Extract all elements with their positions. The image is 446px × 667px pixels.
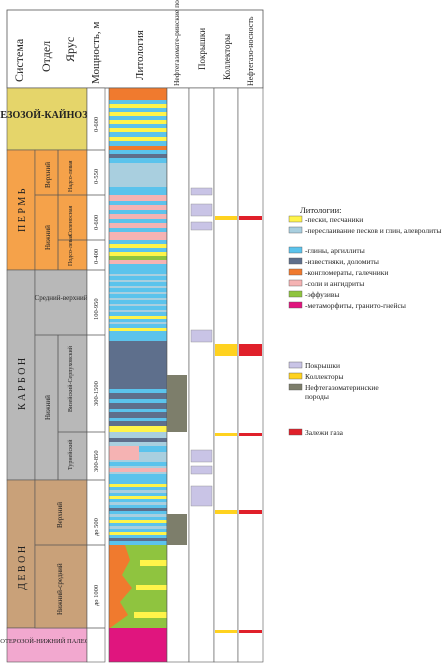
system-devonian <box>6 479 36 629</box>
system-carboniferous <box>6 269 36 481</box>
header-stage: Ярус <box>63 37 77 62</box>
legend-marker-2-label: Нефтегазоматеринские породы <box>305 383 379 401</box>
dept-carb-middle-upper: Средний-верхний <box>35 294 88 302</box>
system-label-permian: П Е Р М Ь <box>17 188 28 232</box>
legend-gas-0-swatch <box>288 428 303 436</box>
property-columns <box>166 87 264 663</box>
thickness-2: 0-600 <box>93 215 100 230</box>
legend-item-4-label: -конгломераты, галечники <box>305 268 388 277</box>
department-column: Верхний Нижний Надсо-левая Соленосная По… <box>35 149 88 629</box>
system-column: МЕЗОЗОЙ-КАЙНОЗОЙ П Е Р М Ь К А Р Б О Н Д… <box>0 87 103 663</box>
legend-item-5-swatch <box>288 279 303 287</box>
header-department: Отдел <box>39 41 53 72</box>
source-rock-carb <box>167 375 187 432</box>
system-permian <box>6 149 36 271</box>
legend-marker-0-label: Покрышки <box>305 361 340 370</box>
header-lithology: Литология <box>134 30 146 80</box>
dept-perm-upper: Верхний <box>44 162 52 188</box>
source-rock-devon <box>167 514 187 545</box>
lithology-column <box>108 87 168 663</box>
legend-item-1-label: -переслаивание песков и глин, алевролиты <box>305 226 441 235</box>
stage-visean: Визейский-Серпуховский <box>67 345 74 412</box>
legend-item-4-swatch <box>288 268 303 276</box>
header-source-rock: Нефтегазомате-ринские породы <box>172 0 181 86</box>
thickness-0: 0-600 <box>93 117 100 132</box>
legend-item-5-label: -соли и ангидриты <box>305 279 364 288</box>
system-label-devonian: Д Е В О Н <box>17 546 28 590</box>
thickness-7: до 500 <box>93 518 100 536</box>
dept-perm-lower: Нижний <box>44 225 52 250</box>
header-system: Система <box>12 38 26 82</box>
legend-marker-1-swatch <box>288 372 303 380</box>
stage-ufimian: Надсо-левая <box>68 160 74 192</box>
legend-item-6-swatch <box>288 290 303 298</box>
header-seals: Покрышки <box>197 28 207 70</box>
legend-item-7-label: -метаморфиты, гранито-гнейсы <box>305 301 406 310</box>
legend-marker-1-label: Коллекторы <box>305 372 343 381</box>
thickness-1: 0-550 <box>93 169 100 184</box>
system-label-proterozoic: ПРОТЕРОЗОЙ-НИЖНИЙ ПАЛЕОЗОЙ <box>0 637 102 645</box>
header-oil-gas: Нефтегазо-носность <box>246 16 255 86</box>
thickness-4: 100-950 <box>93 298 100 320</box>
legend-gas-0-label: Залежи газа <box>305 428 344 437</box>
legend-item-3-label: -известняки, доломиты <box>305 257 379 266</box>
stage-subsalt: Подсо-левая <box>68 234 74 266</box>
thickness-6: 300-850 <box>93 450 100 472</box>
header-thickness: Мощность, м <box>90 22 102 84</box>
system-mesozoic-cenozoic <box>6 87 88 151</box>
legend-item-7-swatch <box>288 301 303 309</box>
thickness-5: 300-1500 <box>93 381 100 406</box>
legend-item-2-swatch <box>288 246 303 254</box>
thickness-8: до 1000 <box>93 585 100 606</box>
legend-item-3-swatch <box>288 257 303 265</box>
thickness-3: 0-400 <box>93 249 100 264</box>
stage-tournaisian: Турнейский <box>67 439 74 470</box>
legend-marker-0-swatch <box>288 361 303 369</box>
legend-item-0-swatch <box>288 215 303 223</box>
system-label-carboniferous: К А Р Б О Н <box>17 358 28 410</box>
system-proterozoic <box>6 627 88 663</box>
dept-dev-upper: Верхний <box>56 502 64 528</box>
legend-item-6-label: -эффузивы <box>305 290 339 299</box>
dept-carb-lower: Нижний <box>44 395 52 420</box>
legend-item-1-swatch <box>288 226 303 234</box>
header-reservoirs: Коллекторы <box>222 34 232 80</box>
thickness-column: 0-600 0-550 0-600 0-400 100-950 300-1500… <box>86 87 106 663</box>
legend-item-2-label: -глины, аргиллиты <box>305 246 365 255</box>
legend-title: Литологии: <box>300 205 342 215</box>
column-header: Система Отдел Ярус Мощность, м Литология… <box>6 0 264 89</box>
legend-item-0-label: -пески, песчаники <box>305 215 363 224</box>
legend-marker-2-swatch <box>288 383 303 391</box>
legend: Литологии: -пески, песчаники -переслаиван… <box>288 205 441 437</box>
system-label-mesozoic: МЕЗОЗОЙ-КАЙНОЗОЙ <box>0 109 103 121</box>
stage-salt: Соленосная <box>68 206 74 236</box>
dept-dev-lower-middle: Нижний-средний <box>56 563 64 615</box>
